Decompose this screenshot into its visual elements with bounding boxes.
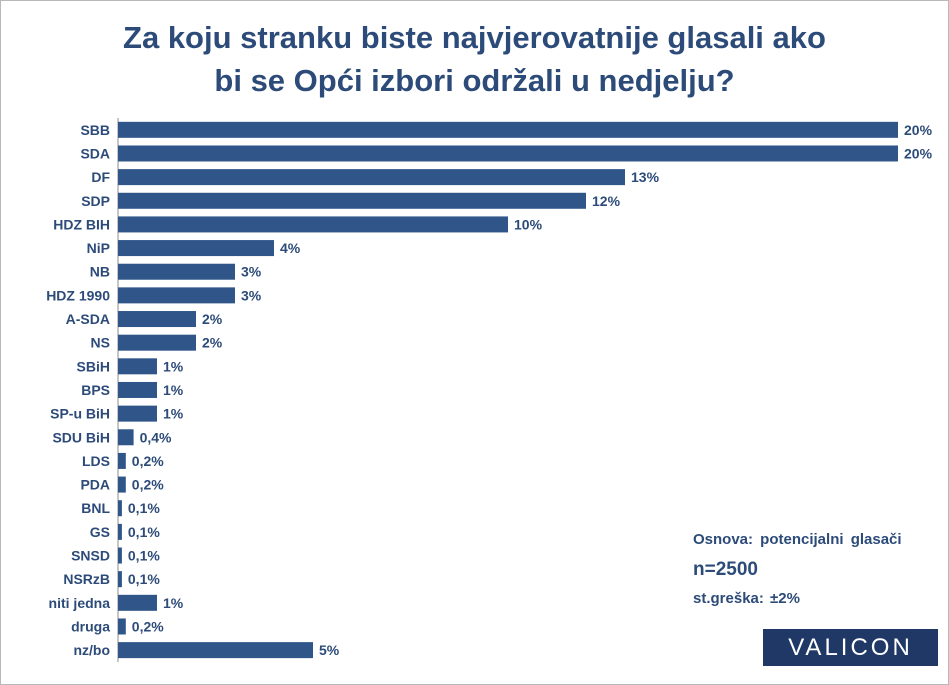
category-label: A-SDA	[66, 311, 110, 327]
category-label: GS	[90, 524, 110, 540]
value-label: 0,4%	[140, 429, 172, 445]
category-label: DF	[91, 169, 110, 185]
value-label: 0,1%	[128, 548, 160, 564]
standard-error-text: st.greška: ±2%	[693, 590, 800, 607]
value-label: 2%	[202, 335, 223, 351]
bar	[118, 121, 898, 138]
category-label: BNL	[81, 500, 110, 516]
bar	[118, 216, 508, 233]
value-label: 1%	[163, 358, 184, 374]
value-label: 3%	[241, 264, 262, 280]
category-label: SDU BiH	[52, 429, 110, 445]
category-label: SBB	[80, 122, 110, 138]
bar	[118, 618, 126, 635]
sample-size-text: n=2500	[693, 559, 758, 580]
bar	[118, 240, 274, 257]
category-label: NS	[91, 335, 110, 351]
category-label: NSRzB	[63, 571, 110, 587]
value-label: 10%	[514, 216, 543, 232]
value-label: 12%	[592, 193, 621, 209]
bar	[118, 169, 625, 186]
category-label: druga	[71, 618, 110, 634]
bar	[118, 381, 157, 398]
bar	[118, 311, 196, 328]
category-label: SDP	[81, 193, 110, 209]
bar	[118, 571, 122, 588]
category-label: SBiH	[77, 358, 110, 374]
value-label: 1%	[163, 595, 184, 611]
category-label: HDZ 1990	[46, 287, 110, 303]
bar	[118, 642, 313, 659]
value-label: 20%	[904, 122, 933, 138]
value-label: 4%	[280, 240, 301, 256]
value-label: 20%	[904, 145, 933, 161]
value-label: 0,1%	[128, 500, 160, 516]
bar	[118, 263, 235, 280]
bar	[118, 358, 157, 375]
category-label: LDS	[82, 453, 110, 469]
value-label: 2%	[202, 311, 223, 327]
chart-title-line-2: bi se Opći izbori održali u nedjelju?	[214, 63, 735, 98]
value-label: 0,1%	[128, 571, 160, 587]
chart-title: Za koju stranku biste najvjerovatnije gl…	[0, 16, 949, 102]
bar	[118, 547, 122, 564]
bar	[118, 429, 134, 446]
bar	[118, 594, 157, 611]
value-label: 0,1%	[128, 524, 160, 540]
bar	[118, 145, 898, 162]
sample-basis-text: Osnova: potencijalni glasači	[693, 531, 902, 548]
bar	[118, 452, 126, 469]
category-label: nz/bo	[73, 642, 110, 658]
valicon-logo: VALICON	[763, 629, 938, 666]
value-label: 1%	[163, 406, 184, 422]
bar	[118, 334, 196, 351]
value-label: 3%	[241, 287, 262, 303]
bar	[118, 523, 122, 540]
bar	[118, 500, 122, 517]
category-label: niti jedna	[49, 595, 111, 611]
category-label: NB	[90, 264, 110, 280]
category-label: BPS	[81, 382, 110, 398]
value-label: 13%	[631, 169, 660, 185]
value-label: 0,2%	[132, 477, 164, 493]
value-label: 0,2%	[132, 618, 164, 634]
category-label: SP-u BiH	[50, 406, 110, 422]
bar	[118, 476, 126, 493]
value-label: 1%	[163, 382, 184, 398]
chart-title-line-1: Za koju stranku biste najvjerovatnije gl…	[123, 20, 826, 55]
category-label: SDA	[80, 145, 110, 161]
category-label: PDA	[80, 477, 110, 493]
value-label: 0,2%	[132, 453, 164, 469]
category-label: SNSD	[71, 548, 110, 564]
bar	[118, 287, 235, 304]
category-label: NiP	[87, 240, 110, 256]
bar	[118, 405, 157, 422]
category-label: HDZ BIH	[53, 216, 110, 232]
bar	[118, 192, 586, 209]
value-label: 5%	[319, 642, 340, 658]
